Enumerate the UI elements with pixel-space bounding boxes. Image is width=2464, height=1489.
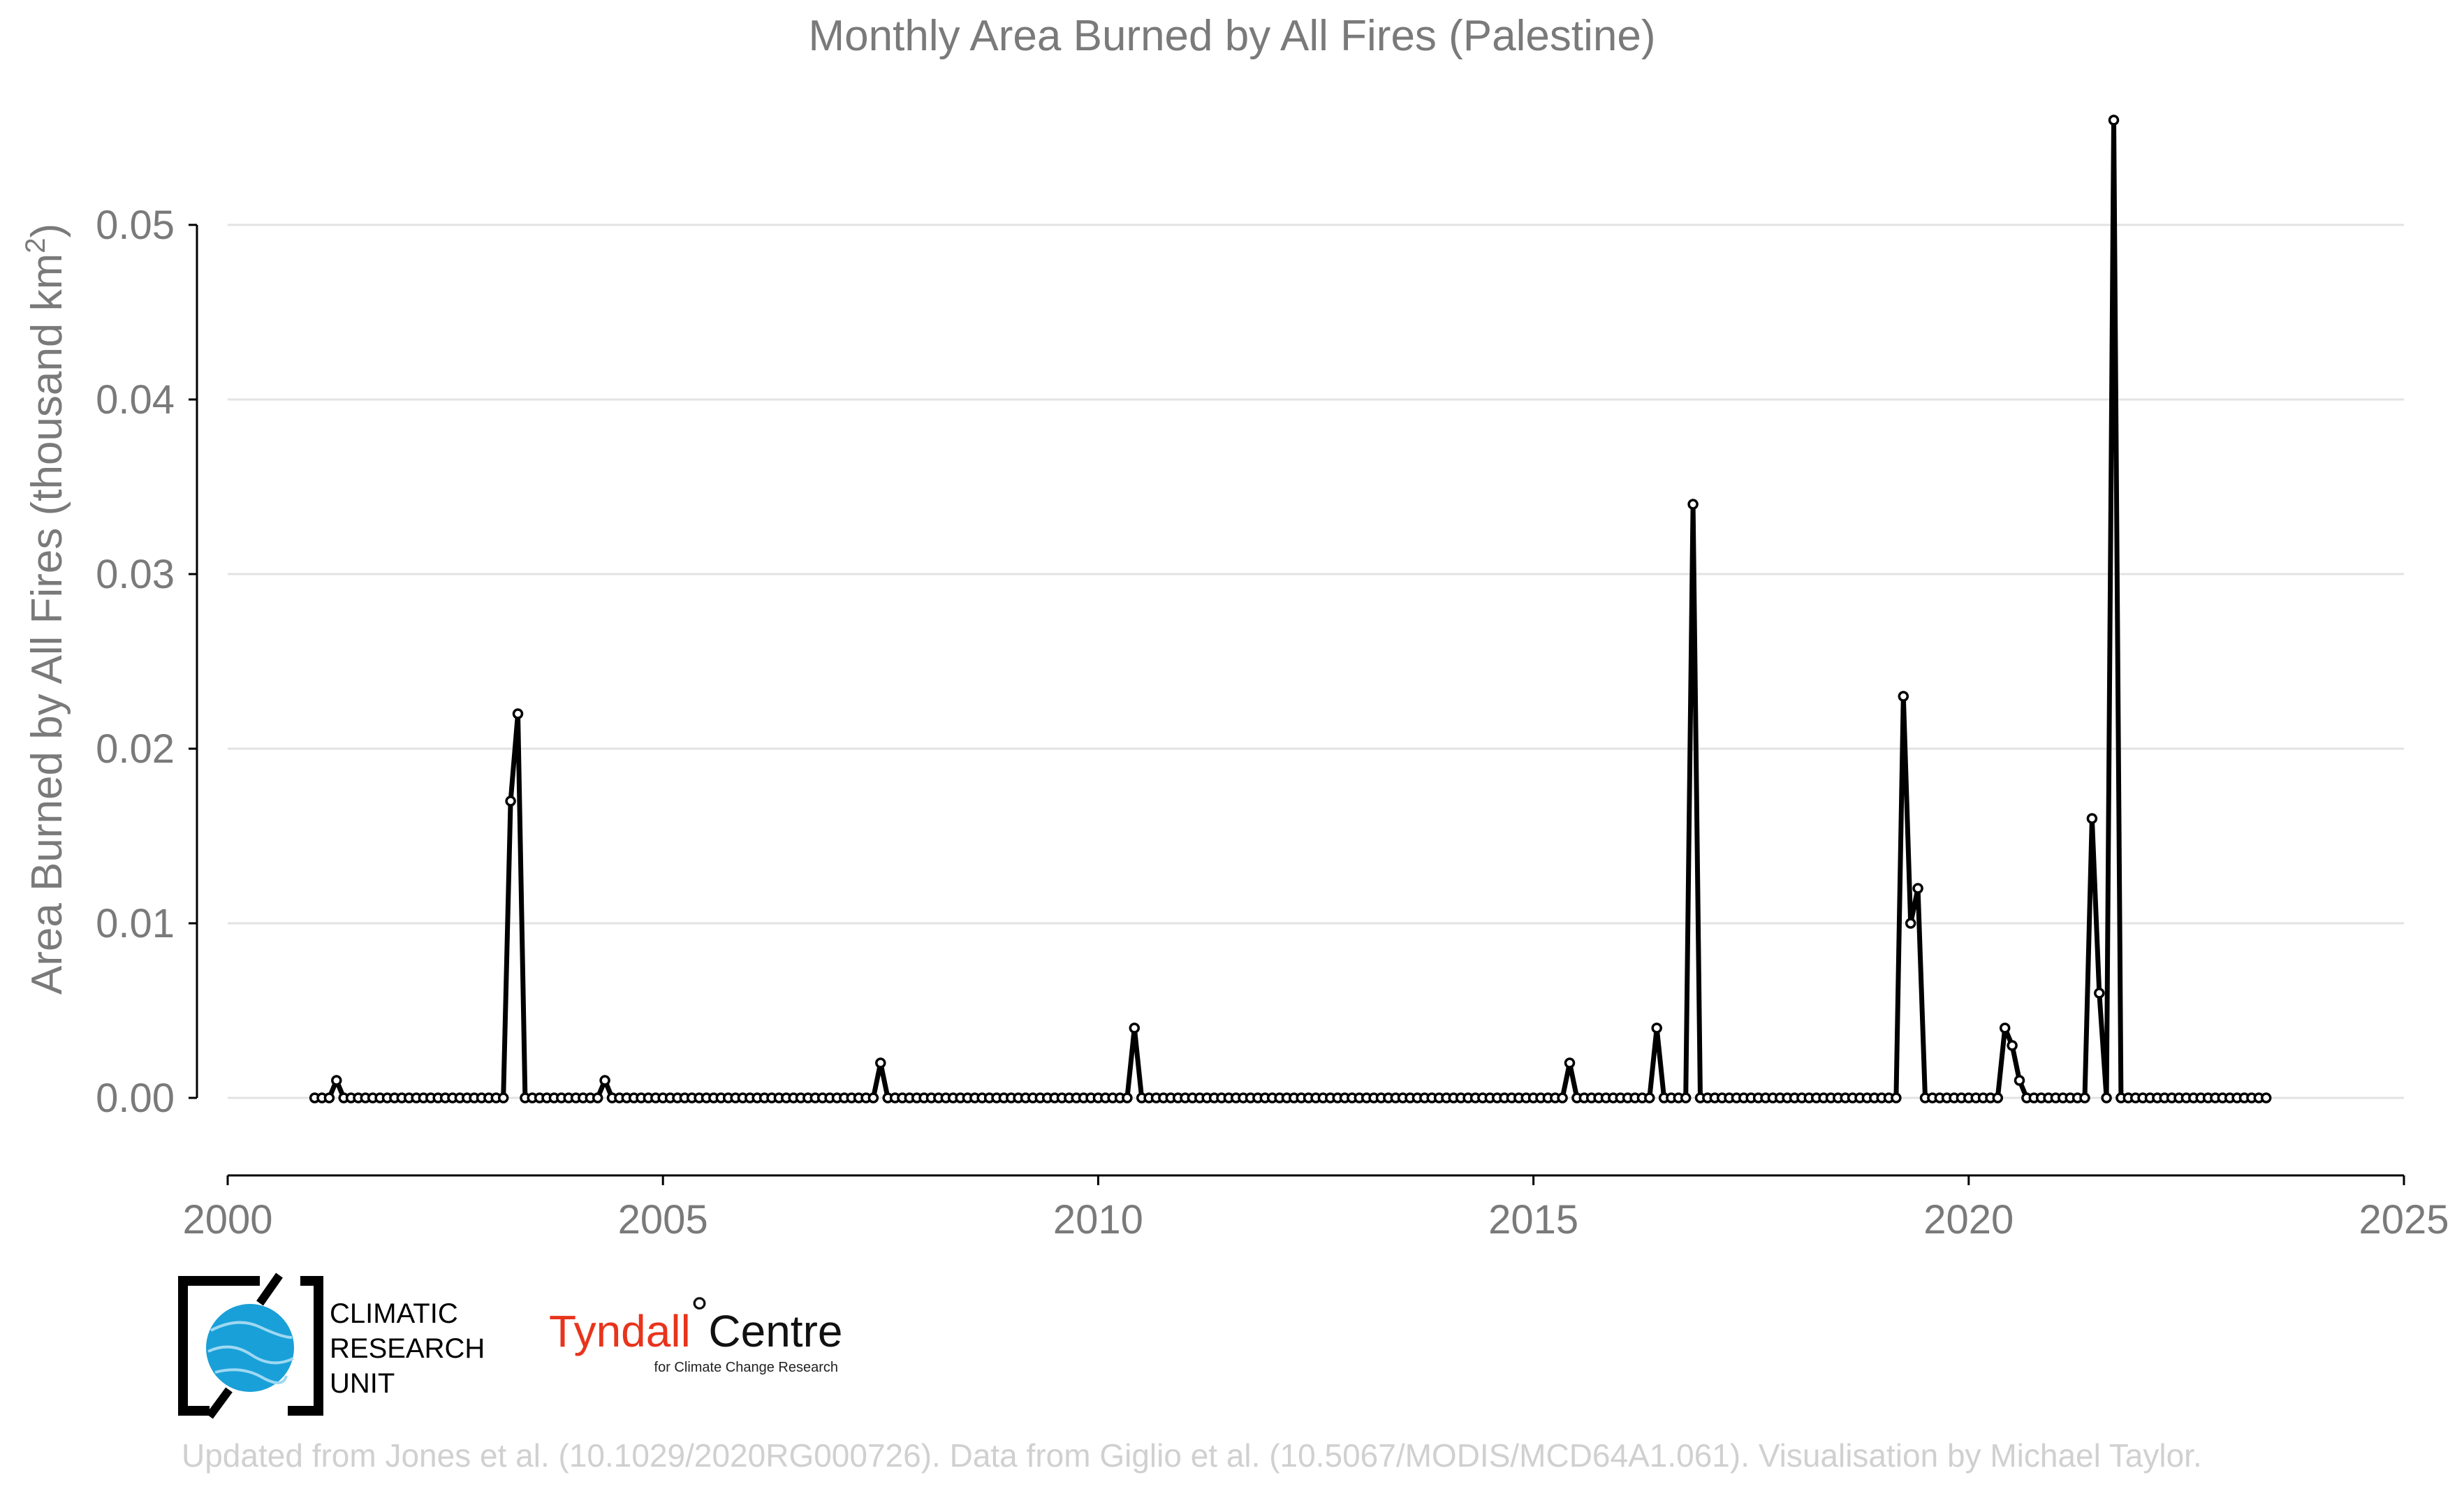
cru-slash-icon-lower	[206, 1387, 233, 1419]
centre-word: Centre	[708, 1306, 842, 1356]
data-point	[331, 1075, 342, 1086]
tyndall-subtitle: for Climate Change Research	[654, 1360, 838, 1375]
data-point	[1891, 1092, 1902, 1103]
y-tick-label: 0.05	[96, 203, 175, 248]
tyndall-wordmark: Tyndall°Centre	[549, 1288, 842, 1356]
cru-line-2: RESEARCH	[330, 1333, 485, 1364]
globe-swirl-icon	[207, 1321, 294, 1384]
y-tick-label: 0.03	[96, 552, 175, 597]
data-point	[1898, 691, 1909, 702]
chart-title: Monthly Area Burned by All Fires (Palest…	[809, 12, 1656, 60]
data-point	[2079, 1092, 2090, 1103]
data-point	[512, 708, 524, 719]
data-point	[1680, 1092, 1692, 1103]
y-ticks: 0.00 0.01 0.02 0.03 0.04 0.05	[96, 203, 197, 1121]
data-point	[592, 1092, 603, 1103]
series-area-burned	[314, 117, 2266, 1101]
y-tick-label: 0.01	[96, 901, 175, 946]
data-point	[2260, 1092, 2272, 1103]
data-point	[599, 1075, 610, 1086]
tyndall-logo: Tyndall°Centre for Climate Change Resear…	[549, 1288, 842, 1375]
y-tick-label: 0.00	[96, 1076, 175, 1121]
x-tick-label: 2000	[182, 1197, 272, 1242]
data-point	[1557, 1092, 1568, 1103]
x-tick-label: 2005	[618, 1197, 708, 1242]
x-tick-label: 2025	[2359, 1197, 2449, 1242]
data-point	[2086, 813, 2098, 824]
y-axis-label-end: )	[23, 223, 71, 238]
data-point	[1122, 1092, 1133, 1103]
data-point	[2101, 1092, 2112, 1103]
y-axis-label-superscript: 2	[20, 238, 51, 254]
data-points	[309, 115, 2272, 1103]
series-line	[314, 117, 2266, 1101]
data-point	[505, 795, 516, 807]
data-point	[1564, 1057, 1576, 1069]
data-point	[875, 1057, 886, 1069]
data-point	[1999, 1022, 2011, 1034]
x-tick-label: 2015	[1488, 1197, 1578, 1242]
gridlines	[228, 223, 2404, 1099]
y-tick-label: 0.04	[96, 377, 175, 423]
data-point	[2108, 115, 2120, 126]
data-point	[323, 1092, 335, 1103]
data-point	[1644, 1092, 1655, 1103]
data-point	[1905, 918, 1916, 929]
x-ticks: 2000 2005 2010 2015 2020 2025	[182, 1175, 2449, 1242]
cru-line-1: CLIMATIC	[330, 1298, 458, 1329]
cru-logo: CLIMATIC RESEARCH UNIT	[178, 1272, 485, 1419]
x-tick-label: 2020	[1923, 1197, 2014, 1242]
data-point	[497, 1092, 509, 1103]
footer-credit: Updated from Jones et al. (10.1029/2020R…	[182, 1437, 2202, 1474]
cru-line-3: UNIT	[330, 1368, 395, 1399]
y-axis-label: Area Burned by All Fires (thousand km2)	[20, 223, 71, 995]
data-point	[2007, 1040, 2018, 1051]
tyndall-degree: °	[691, 1288, 709, 1338]
data-point	[1912, 883, 1923, 894]
axes	[196, 225, 2404, 1177]
data-point	[1687, 499, 1699, 510]
data-point	[2014, 1075, 2025, 1086]
data-point	[2094, 988, 2105, 999]
data-point	[867, 1092, 879, 1103]
x-tick-label: 2010	[1053, 1197, 1143, 1242]
cru-slash-icon	[256, 1272, 283, 1306]
data-point	[1129, 1022, 1141, 1034]
cru-bracket-icon	[178, 1276, 323, 1416]
tyndall-word: Tyndall	[549, 1306, 691, 1356]
data-point	[1651, 1022, 1662, 1034]
y-tick-label: 0.02	[96, 726, 175, 772]
data-point	[1992, 1092, 2004, 1103]
